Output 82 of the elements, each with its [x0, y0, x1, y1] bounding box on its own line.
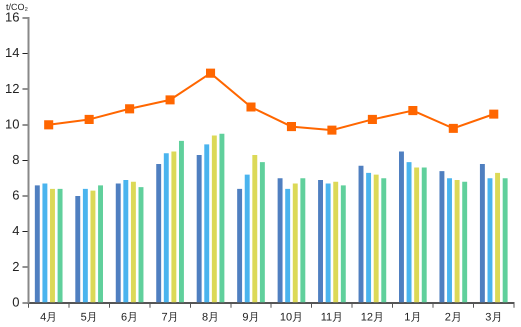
bar	[406, 162, 412, 302]
bar	[358, 166, 364, 302]
x-tick-label: 7月	[162, 311, 179, 324]
point	[368, 114, 377, 124]
bar	[340, 185, 346, 302]
bar	[462, 182, 468, 302]
bar	[447, 178, 452, 302]
bar	[34, 185, 40, 302]
x-tick-label: 1月	[404, 311, 422, 324]
x-tick-label: 9月	[242, 311, 260, 324]
point	[408, 106, 418, 116]
bar	[138, 187, 144, 302]
y-tick-label: 0	[12, 294, 20, 310]
bar	[422, 168, 427, 302]
bar	[75, 196, 80, 302]
bar	[98, 185, 103, 302]
point	[489, 110, 498, 119]
bar	[171, 152, 176, 302]
y-tick-label: 10	[4, 116, 20, 132]
point	[246, 102, 256, 112]
bar	[488, 178, 492, 302]
bar	[90, 190, 96, 302]
x-tick-label: 2月	[444, 311, 462, 324]
point	[84, 114, 94, 124]
bar	[178, 140, 184, 302]
bar	[123, 180, 128, 302]
bar	[82, 188, 88, 302]
y-tick-label: 6	[12, 188, 20, 203]
x-tick-label: 12月	[360, 311, 384, 324]
y-tick-label: 16	[4, 10, 20, 25]
bar	[260, 162, 265, 302]
bar	[285, 188, 290, 302]
point	[166, 95, 175, 104]
x-tick-label: 10月	[280, 311, 304, 324]
bar	[318, 180, 324, 302]
bar	[502, 178, 508, 302]
bar	[58, 188, 63, 302]
x-tick-label: 8月	[202, 311, 220, 324]
bar	[204, 144, 210, 302]
y-tick-label: 2	[12, 258, 20, 274]
y-tick-label: 4	[12, 223, 20, 238]
x-tick-label: 3月	[485, 311, 502, 324]
y-axis-title: t/CO₂	[6, 2, 28, 12]
bar	[252, 155, 258, 302]
bar	[454, 180, 460, 302]
bar	[381, 178, 386, 302]
bar	[480, 164, 485, 302]
bar	[196, 155, 202, 302]
bar	[42, 184, 48, 302]
bar	[374, 174, 379, 302]
y-tick-label: 12	[4, 80, 20, 96]
bar	[414, 168, 420, 302]
x-tick-label: 11月	[320, 311, 344, 324]
x-tick-label: 6月	[121, 311, 138, 324]
bar	[439, 171, 444, 302]
point	[286, 122, 296, 132]
point	[206, 68, 216, 78]
bar	[244, 174, 250, 302]
bar	[130, 182, 136, 302]
point	[448, 124, 458, 133]
point	[44, 120, 54, 130]
bar	[50, 188, 55, 302]
bar	[399, 152, 404, 302]
bar	[495, 172, 500, 302]
bar	[333, 182, 338, 302]
bar	[237, 188, 242, 302]
x-tick-label: 5月	[80, 311, 98, 324]
bar	[164, 153, 169, 302]
y-tick-label: 8	[12, 152, 20, 167]
x-tick-label: 4月	[40, 311, 58, 324]
bar	[116, 184, 121, 302]
point	[327, 126, 336, 135]
bar	[156, 164, 162, 302]
bar	[366, 172, 372, 302]
bar	[292, 184, 298, 302]
bar	[326, 184, 331, 302]
bar	[278, 178, 283, 302]
bar	[219, 134, 224, 302]
bar	[300, 178, 306, 302]
point	[125, 104, 134, 114]
y-tick-label: 14	[4, 45, 20, 60]
bar	[212, 135, 217, 302]
